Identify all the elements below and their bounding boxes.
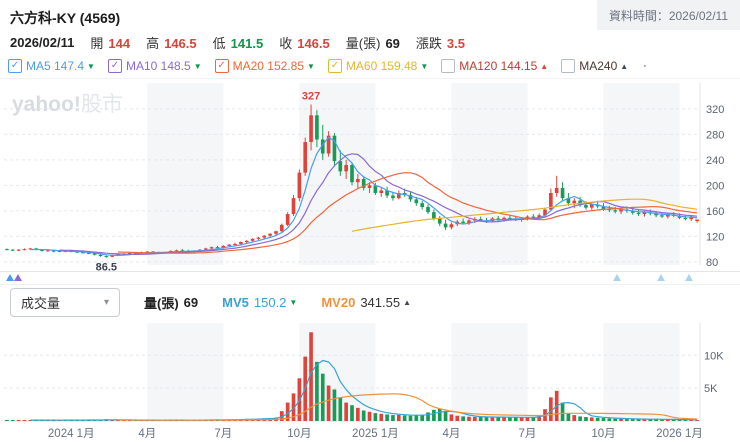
- ma-legend-label: MA20 152.85: [232, 59, 304, 73]
- strip-marker-icon: [684, 274, 693, 281]
- svg-text:80: 80: [706, 257, 718, 269]
- ma-trend-arrow-icon: ▼: [307, 61, 315, 71]
- svg-text:10月: 10月: [591, 428, 615, 440]
- quote-close: 收 146.5: [279, 35, 330, 51]
- svg-text:7月: 7月: [519, 428, 537, 440]
- svg-text:2025 1月: 2025 1月: [352, 428, 399, 440]
- volume-type-label: 成交量: [21, 295, 61, 311]
- quote-change: 漲跌 3.5: [415, 35, 465, 51]
- price-chart-canvas[interactable]: 80 120 160 200 240 280 320 yahoo!股市 327 86.5: [0, 79, 740, 271]
- volume-value-pair: 量(張) 69: [144, 294, 199, 311]
- page-title: 六方科-KY (4569): [10, 10, 121, 26]
- ma-checkbox-icon: [561, 59, 576, 73]
- svg-text:10K: 10K: [704, 350, 724, 362]
- volume-type-select[interactable]: 成交量 ▾: [10, 287, 120, 317]
- volume-chart-canvas[interactable]: 5K 10K 2024 1月 4月 7月 10月 2025 1月 4月 7月 10月 2026 1月: [0, 319, 740, 442]
- svg-text:4月: 4月: [138, 428, 156, 440]
- ma-legend-item-ma10[interactable]: ✓ MA10 148.5 ▼: [107, 59, 202, 73]
- quote-open: 開 144: [90, 35, 131, 51]
- svg-text:2026 1月: 2026 1月: [656, 428, 703, 440]
- header: 六方科-KY (4569) 資料時間：2026/02/11: [0, 0, 740, 30]
- svg-text:86.5: 86.5: [96, 262, 117, 271]
- ma-legend-label: MA120 144.15: [459, 59, 538, 73]
- quote-date: 2026/02/11: [10, 34, 75, 50]
- ma-trend-arrow-icon: ▲: [620, 61, 629, 71]
- ma-checkbox-icon: ✓: [8, 59, 22, 73]
- mv5-arrow-icon: ▼: [289, 297, 298, 307]
- ma-legend-item-ma5[interactable]: ✓ MA5 147.4 ▼: [8, 59, 95, 73]
- ma-checkbox-icon: ✓: [214, 59, 229, 73]
- strip-marker-icon: [5, 274, 14, 281]
- svg-text:240: 240: [706, 155, 724, 167]
- svg-text:4月: 4月: [442, 428, 460, 440]
- ma-legend-label: MA60 159.48: [345, 59, 418, 73]
- ma-checkbox-icon: ✓: [107, 59, 122, 73]
- strip-marker-icon: [612, 274, 621, 281]
- svg-text:7月: 7月: [214, 428, 232, 440]
- mv20-arrow-icon: ▲: [403, 297, 411, 307]
- ma-legend: ✓ MA5 147.4 ▼ ✓ MA10 148.5 ▼ ✓ MA20 152.85 ▼ ✓ MA6…: [0, 54, 740, 79]
- svg-text:200: 200: [706, 180, 724, 192]
- svg-text:yahoo!股市: yahoo!股市: [12, 93, 123, 116]
- svg-text:280: 280: [706, 129, 724, 141]
- svg-text:2024 1月: 2024 1月: [48, 428, 95, 440]
- quote-low: 低 141.5: [212, 35, 264, 51]
- svg-text:120: 120: [706, 231, 724, 243]
- svg-text:10月: 10月: [287, 428, 311, 440]
- ma-trend-arrow-icon: ▲: [540, 61, 549, 71]
- chevron-down-icon: ▾: [103, 296, 109, 308]
- ma-checkbox-icon: ✓: [327, 59, 342, 73]
- mv20-pair: MV20 341.55 ▲: [321, 294, 411, 310]
- volume-controls: 成交量 ▾ 量(張) 69 MV5 150.2 ▼ MV20 341.55 ▲: [0, 285, 740, 319]
- quote-high: 高 146.5: [146, 35, 197, 51]
- svg-text:327: 327: [302, 90, 320, 102]
- ma-trend-arrow-icon: ▼: [193, 61, 202, 71]
- legend-more-dot: ·: [643, 59, 648, 73]
- ma-legend-label: MA5 147.4: [26, 59, 85, 73]
- svg-text:320: 320: [706, 104, 724, 116]
- ma-legend-label: MA10 148.5: [125, 59, 191, 73]
- ma-legend-item-ma120[interactable]: MA120 144.15 ▲: [441, 59, 548, 73]
- ma-legend-item-ma60[interactable]: ✓ MA60 159.48 ▼: [327, 59, 429, 73]
- ma-legend-label: MA240: [579, 59, 618, 73]
- ma-legend-item-ma240[interactable]: MA240 ▲: [561, 59, 628, 73]
- ma-checkbox-icon: [441, 59, 456, 73]
- quote-volume: 量(張) 69: [345, 35, 400, 51]
- strip-marker-icon: [657, 274, 666, 281]
- svg-text:160: 160: [706, 206, 724, 218]
- svg-text:5K: 5K: [704, 383, 718, 395]
- ma-trend-arrow-icon: ▼: [420, 61, 429, 71]
- data-timestamp: 資料時間：2026/02/11: [596, 0, 740, 30]
- quote-summary: 2026/02/11 開 144 高 146.5 低 141.5 收 146.5 量(張…: [0, 30, 740, 54]
- mv5-pair: MV5 150.2 ▼: [222, 294, 298, 310]
- ma-trend-arrow-icon: ▼: [87, 61, 95, 71]
- chart-marker-strip: [0, 271, 740, 285]
- strip-marker-icon: [14, 274, 23, 281]
- ma-legend-item-ma20[interactable]: ✓ MA20 152.85 ▼: [214, 59, 315, 73]
